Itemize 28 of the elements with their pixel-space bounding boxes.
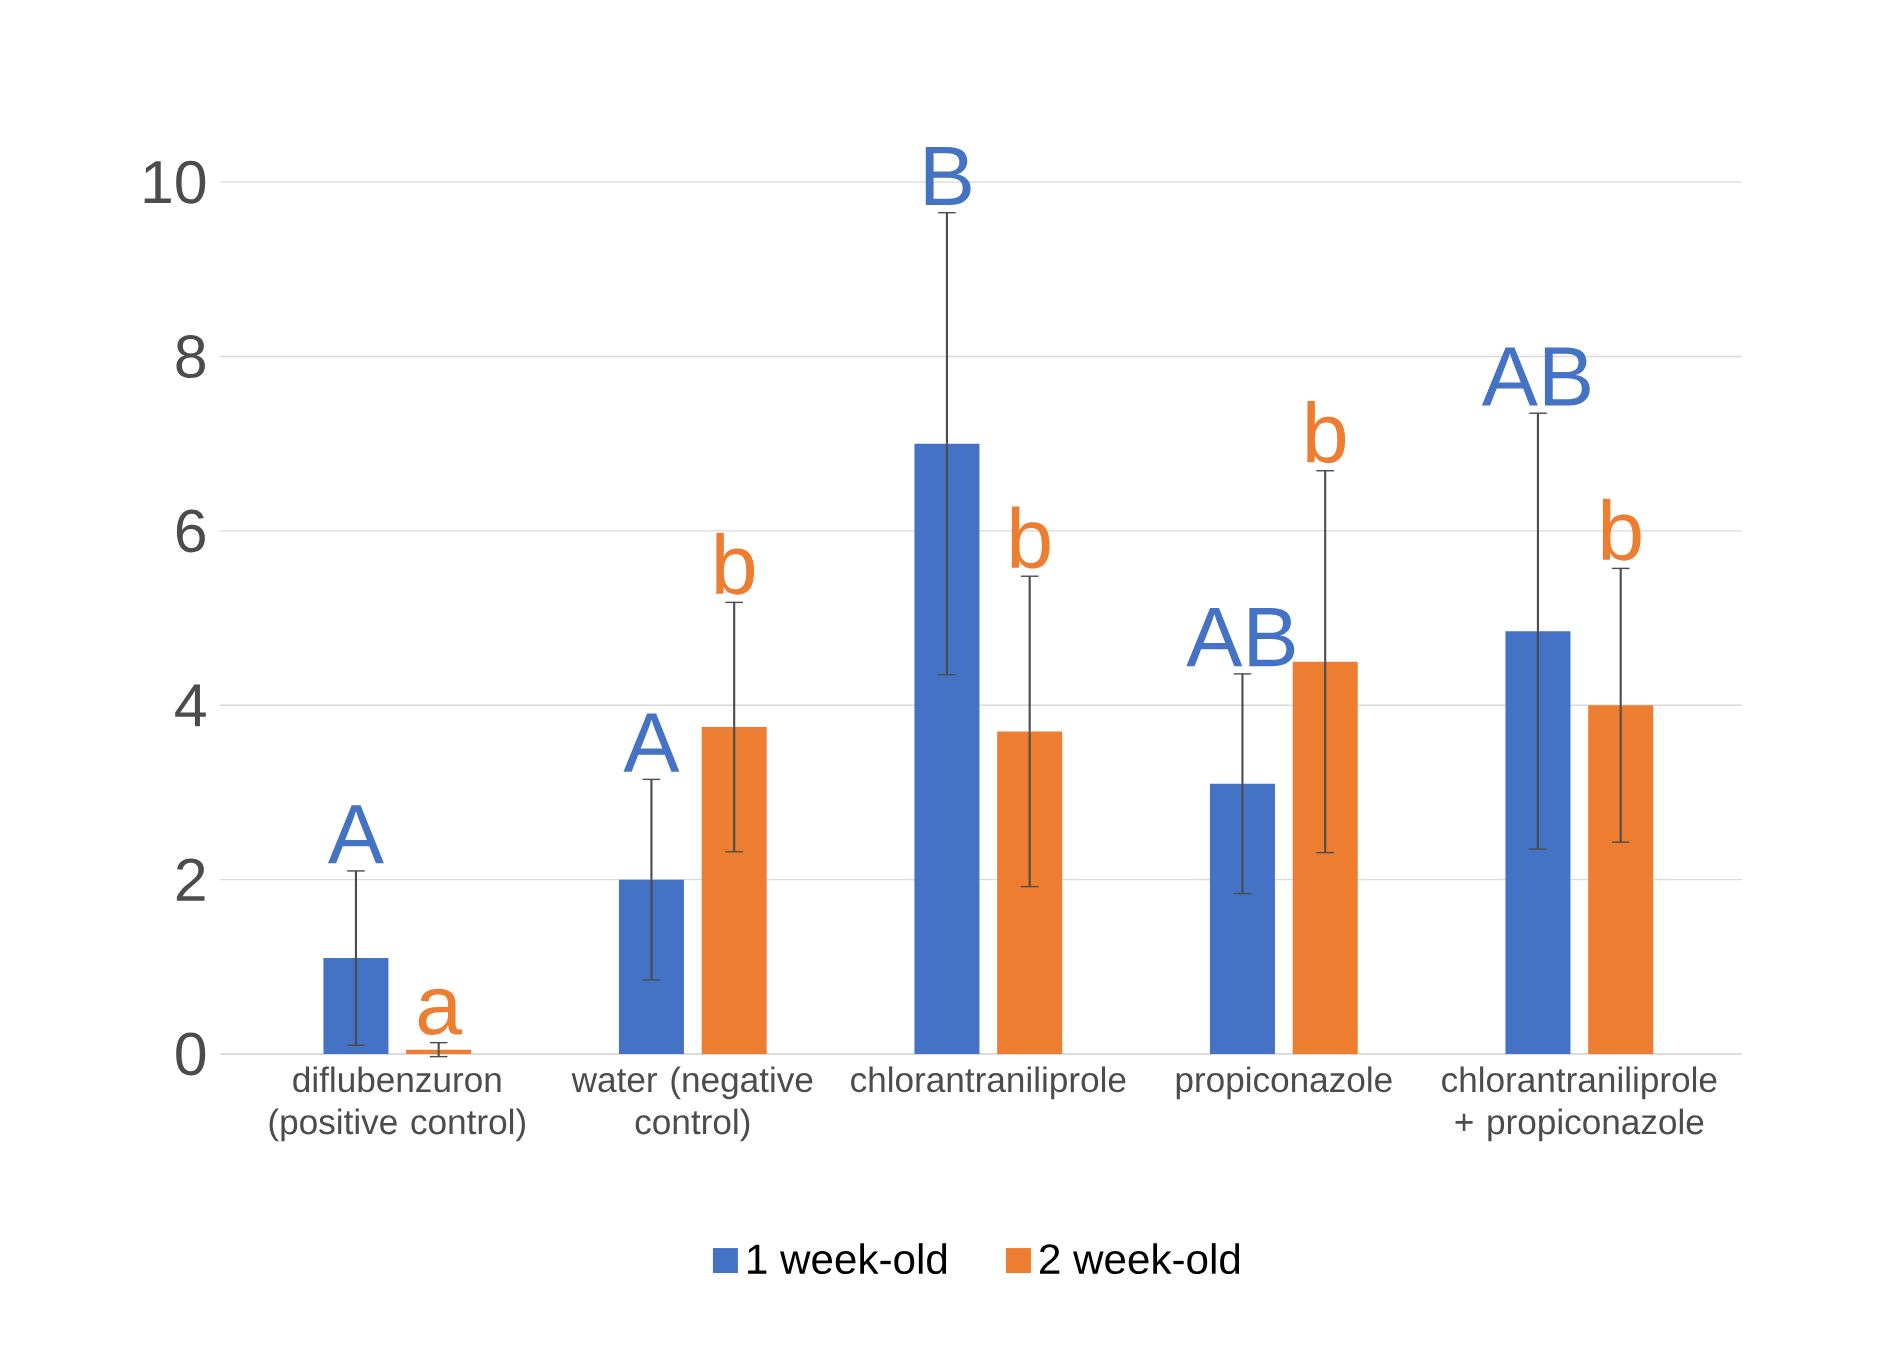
- bar: [997, 731, 1063, 1055]
- x-tick-label: chlorantraniliprole: [851, 1066, 1126, 1100]
- data-label: AB: [1481, 347, 1590, 406]
- y-tick-label: 2: [176, 858, 205, 901]
- x-tick-label: diflubenzuron (positive control): [269, 1066, 525, 1142]
- y-tick-label: 10: [144, 160, 206, 204]
- bar: [1209, 783, 1275, 1055]
- y-tick-label: 0: [176, 1032, 206, 1076]
- data-label: b: [1307, 401, 1346, 464]
- data-label: B: [925, 146, 971, 205]
- x-tick-label: chlorantraniliprole + propiconazole: [1442, 1066, 1717, 1142]
- y-tick-label: 8: [176, 335, 205, 379]
- y-tick-label: 4: [175, 684, 206, 727]
- data-label: b: [1602, 498, 1641, 561]
- data-label: A: [623, 713, 680, 772]
- data-label: A: [327, 805, 384, 864]
- bar: [914, 443, 980, 1055]
- data-label: b: [716, 532, 755, 595]
- y-tick-label: 6: [176, 509, 205, 553]
- legend-label: 2 week-old: [1040, 1243, 1240, 1275]
- data-label: a: [418, 988, 463, 1035]
- data-label: AB: [1186, 608, 1295, 667]
- data-label: b: [1011, 506, 1050, 569]
- x-tick-label: water (negative control): [571, 1066, 813, 1142]
- x-tick-label: propiconazole: [1176, 1066, 1392, 1100]
- bar: [701, 727, 767, 1055]
- bar: [1588, 705, 1654, 1055]
- legend-label: 1 week-old: [748, 1243, 947, 1275]
